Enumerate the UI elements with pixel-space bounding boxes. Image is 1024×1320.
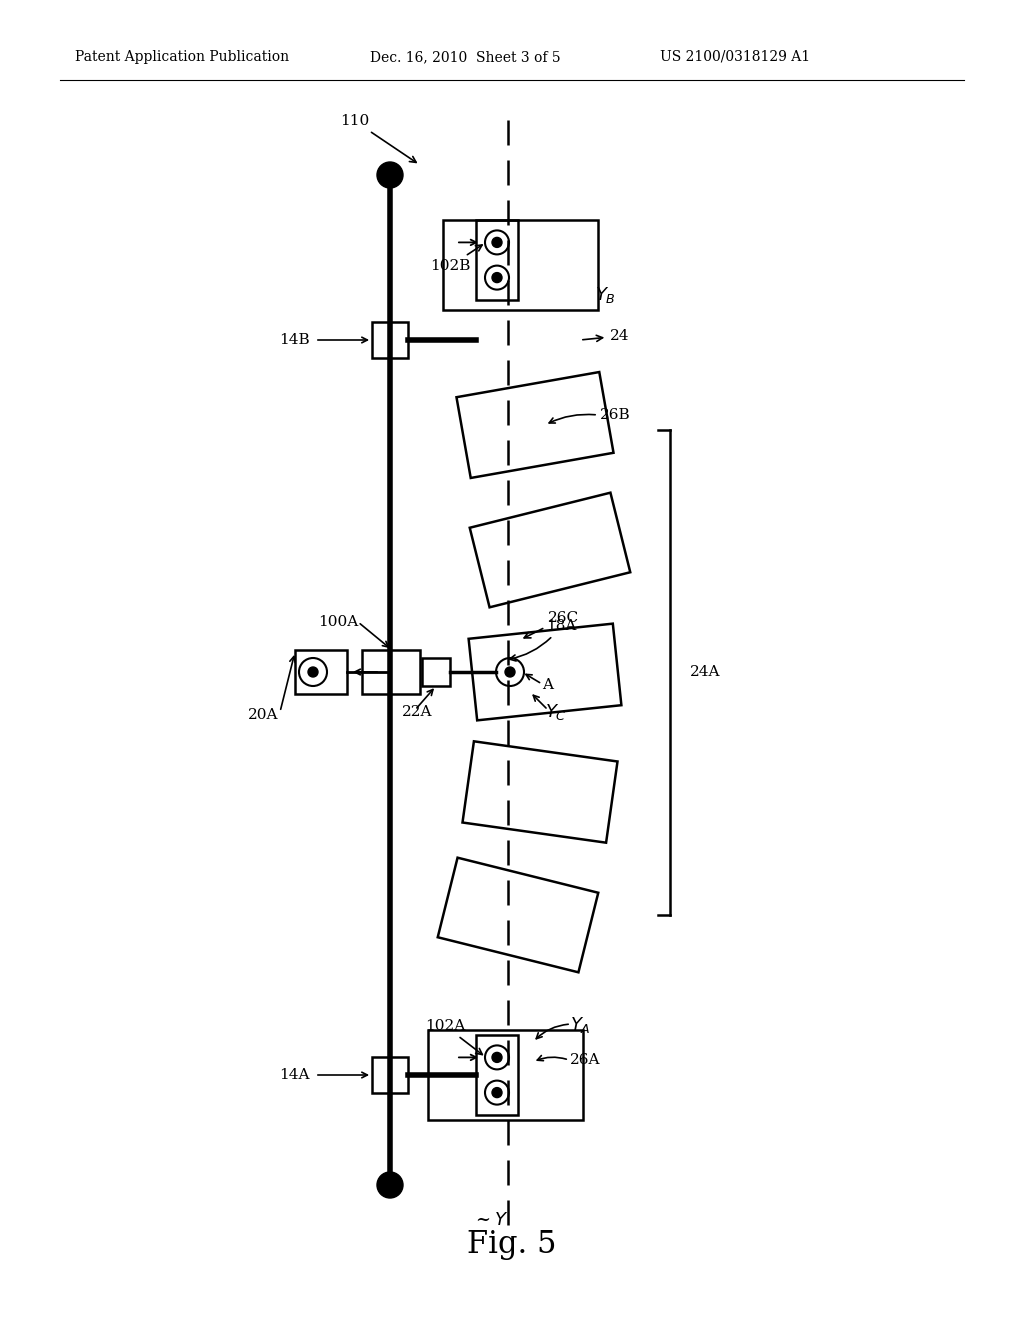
Text: 110: 110 (340, 114, 416, 162)
Bar (362, 649, 420, 694)
Circle shape (492, 1052, 502, 1063)
Circle shape (492, 1088, 502, 1098)
Text: 14B: 14B (280, 333, 310, 347)
Circle shape (308, 667, 318, 677)
Text: Patent Application Publication: Patent Application Publication (75, 50, 289, 63)
Text: 26B: 26B (600, 408, 631, 422)
Text: $Y_A$: $Y_A$ (570, 1015, 591, 1035)
Text: 18A: 18A (510, 619, 577, 661)
Text: 102A: 102A (425, 1019, 482, 1055)
Text: 14A: 14A (280, 1068, 310, 1082)
Text: Dec. 16, 2010  Sheet 3 of 5: Dec. 16, 2010 Sheet 3 of 5 (370, 50, 560, 63)
Text: 26C: 26C (524, 611, 580, 638)
Circle shape (492, 238, 502, 247)
Text: $Y$: $Y$ (494, 1210, 508, 1229)
Text: 24A: 24A (690, 665, 721, 678)
Circle shape (377, 162, 403, 187)
Circle shape (505, 667, 515, 677)
Text: ~: ~ (475, 1210, 490, 1229)
Text: Fig. 5: Fig. 5 (467, 1229, 557, 1261)
Text: A: A (542, 678, 553, 692)
Bar (476, 1035, 518, 1115)
Text: US 2100/0318129 A1: US 2100/0318129 A1 (660, 50, 810, 63)
Text: $Y_C$: $Y_C$ (545, 702, 566, 722)
Text: 26A: 26A (570, 1053, 600, 1067)
Bar (372, 322, 408, 358)
Text: 22A: 22A (402, 705, 432, 719)
Bar (295, 649, 347, 694)
Circle shape (492, 273, 502, 282)
Text: 20A: 20A (248, 708, 278, 722)
Bar (372, 1057, 408, 1093)
Text: 100A: 100A (317, 615, 358, 630)
Text: $Y_B$: $Y_B$ (595, 285, 615, 305)
Bar (422, 657, 450, 686)
Circle shape (377, 1172, 403, 1199)
Bar (476, 220, 518, 300)
Text: 24: 24 (583, 329, 630, 343)
Text: 102B: 102B (430, 246, 482, 273)
